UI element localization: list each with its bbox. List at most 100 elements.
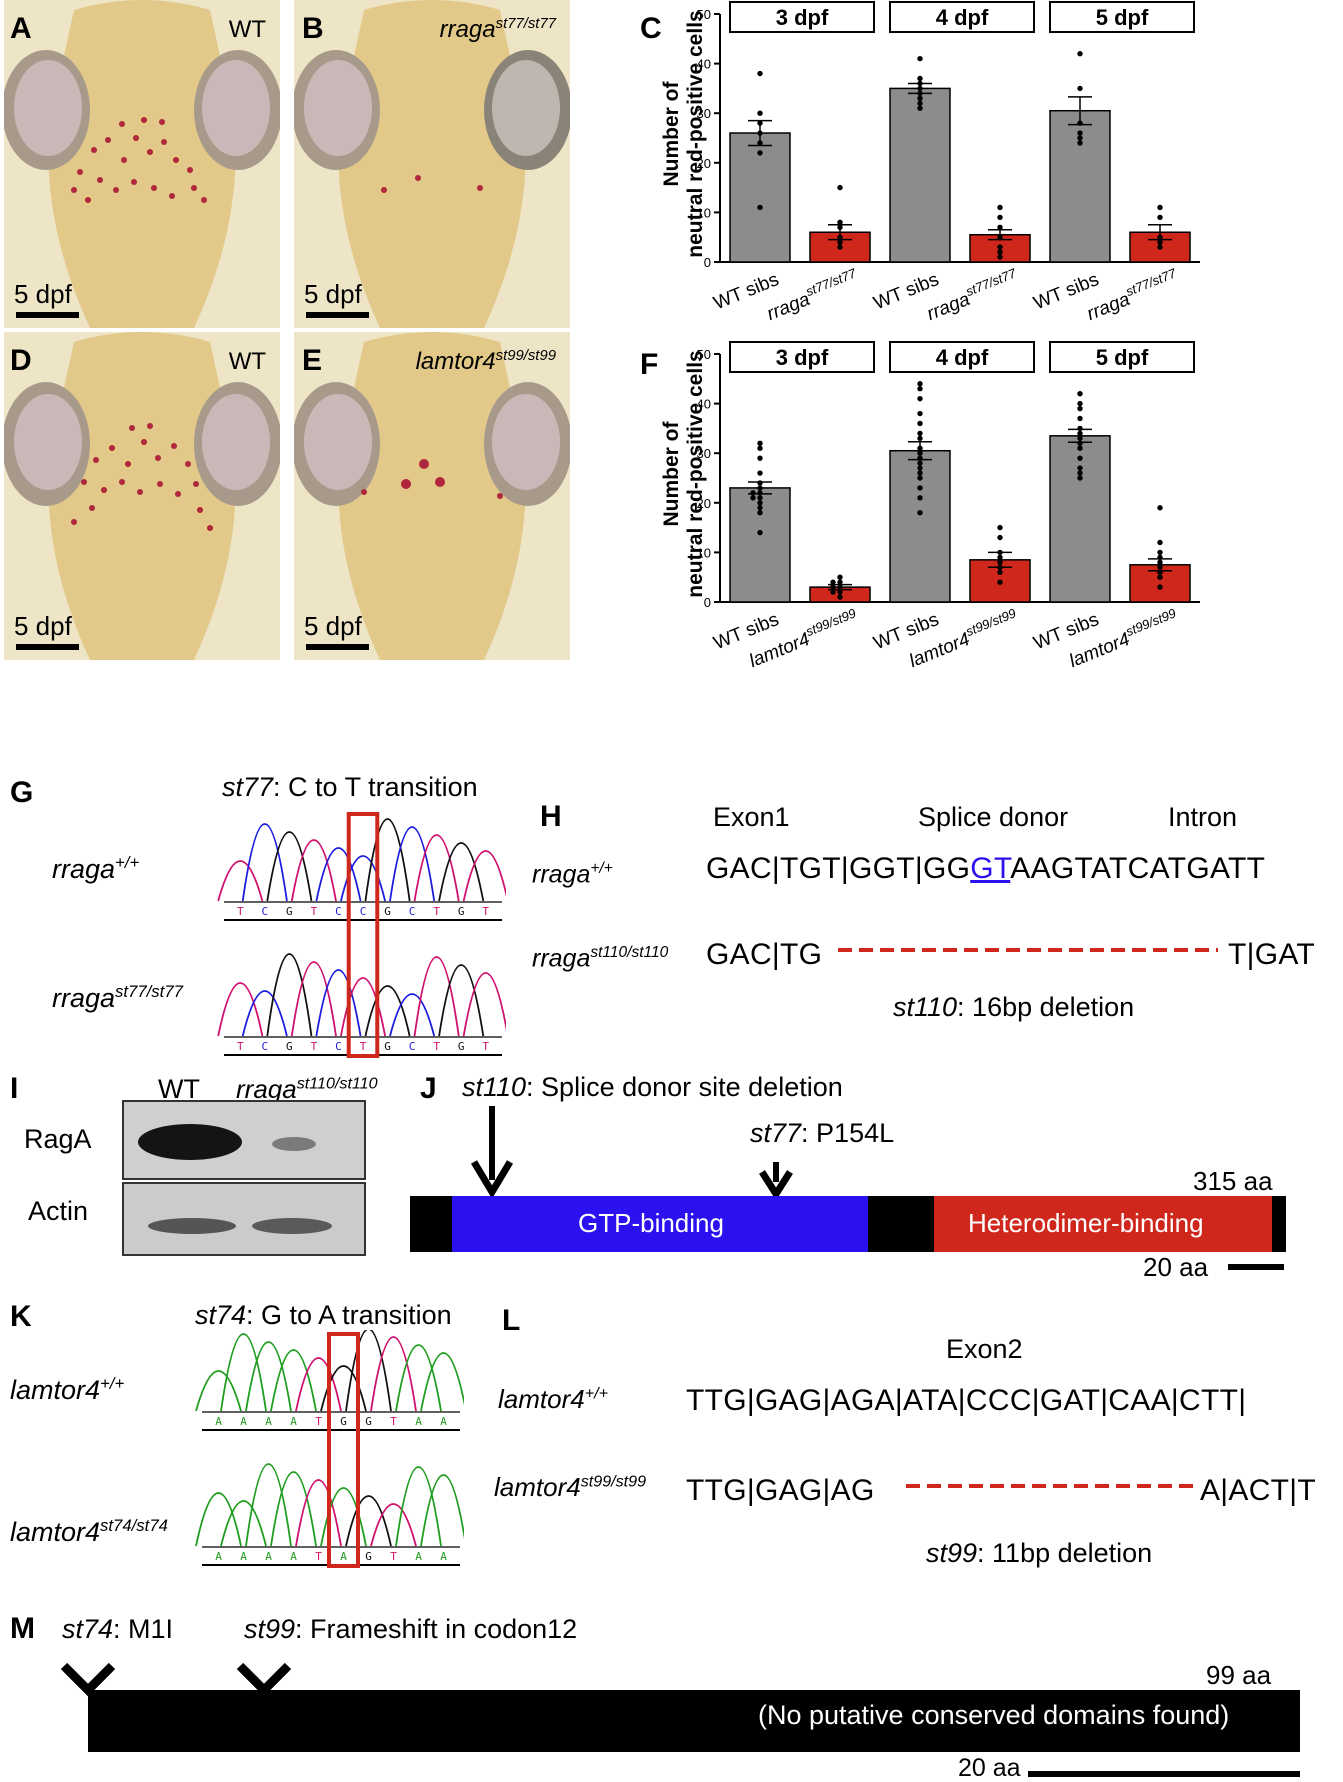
base-call: G — [458, 905, 465, 918]
y-tick-label: 50 — [697, 7, 711, 22]
trace-peak — [370, 1336, 417, 1412]
base-call: A — [265, 1415, 272, 1428]
scale-bar — [16, 644, 79, 650]
trace-peak — [290, 839, 337, 902]
group-header-box — [889, 1, 1035, 33]
western-blot — [122, 1100, 366, 1256]
l-mut-seq-right: A|ACT|T — [1200, 1474, 1317, 1507]
group-header-box — [1049, 341, 1195, 373]
data-point — [837, 589, 843, 595]
data-point — [917, 465, 923, 471]
data-point — [757, 140, 763, 146]
m-annotation-st74: st74: M1I — [62, 1614, 174, 1644]
data-point — [1077, 425, 1083, 432]
trace-peak — [270, 1349, 317, 1412]
base-call: C — [409, 1040, 416, 1053]
l-mut-genotype: lamtor4st99/st99 — [494, 1472, 647, 1502]
base-call: G — [365, 1550, 372, 1563]
data-point — [917, 95, 923, 102]
data-point — [1077, 455, 1083, 461]
base-call: T — [311, 1040, 318, 1053]
k-row2-genotype: lamtor4st74/st74 — [10, 1516, 168, 1547]
j-annotation-st77: st77: P154L — [750, 1118, 895, 1148]
data-point — [757, 480, 763, 486]
base-call: C — [360, 905, 367, 918]
data-point — [837, 594, 843, 600]
data-point — [1077, 415, 1083, 422]
data-point — [1157, 204, 1163, 211]
data-point — [997, 254, 1003, 260]
trace-peak — [389, 993, 436, 1037]
data-point — [997, 249, 1003, 255]
y-tick-label: 30 — [697, 446, 711, 461]
genotype-label: WT — [228, 348, 266, 375]
data-point — [917, 410, 923, 417]
base-call: T — [482, 905, 489, 918]
data-point — [837, 244, 843, 250]
panel-label-i: I — [10, 1072, 19, 1105]
data-point — [1077, 405, 1083, 412]
data-point — [997, 214, 1003, 221]
group-header-box — [729, 341, 875, 373]
base-call: A — [290, 1415, 297, 1428]
y-tick-label: 10 — [697, 205, 711, 220]
data-point — [1077, 50, 1083, 57]
trace-peak — [413, 834, 460, 902]
panel-label-e: E — [302, 344, 323, 377]
base-call: T — [390, 1550, 397, 1563]
base-call: G — [286, 1040, 293, 1053]
trace-peak — [438, 964, 485, 1037]
base-call: C — [262, 905, 269, 918]
trace-peak — [290, 961, 337, 1037]
base-call: A — [415, 1550, 422, 1563]
data-point — [1077, 140, 1083, 146]
m-length-label: 99 aa — [1206, 1660, 1272, 1690]
m-protein-diagram — [60, 1662, 1300, 1777]
genotype-label: lamtor4st99/st99 — [415, 348, 556, 375]
larva-head-illustration — [294, 0, 570, 328]
g-row2-genotype: rragast77/st77 — [52, 982, 183, 1013]
bar — [1049, 435, 1111, 603]
data-point — [997, 549, 1003, 556]
larva-head-illustration — [294, 332, 570, 660]
k-row1-genotype: lamtor4+/+ — [10, 1374, 125, 1405]
data-point — [997, 224, 1003, 230]
group-header-box — [1049, 1, 1195, 33]
y-tick-label: 0 — [704, 255, 711, 270]
data-point — [1077, 85, 1083, 92]
base-call: A — [240, 1550, 247, 1563]
trace-peak — [462, 850, 506, 902]
data-point — [917, 510, 923, 516]
data-point — [830, 579, 836, 585]
base-call: T — [482, 1040, 489, 1053]
gtp-binding-domain — [452, 1196, 868, 1252]
trace-peak — [395, 1344, 442, 1412]
group-header-label: 3 dpf — [776, 5, 829, 30]
j-scale-label: 20 aa — [1143, 1252, 1209, 1282]
data-point — [837, 584, 843, 590]
data-point — [757, 204, 763, 211]
panel-label-h: H — [540, 800, 562, 833]
base-call: C — [335, 905, 342, 918]
base-call: T — [433, 1040, 440, 1053]
data-point — [1157, 559, 1163, 566]
data-point — [1077, 475, 1083, 481]
base-call: T — [433, 905, 440, 918]
panel-label-c: C — [640, 12, 662, 45]
data-point — [917, 55, 923, 62]
data-point — [757, 485, 763, 491]
j-protein-diagram — [410, 1106, 1286, 1270]
data-point — [917, 420, 923, 427]
m-domain-text: (No putative conserved domains found) — [758, 1700, 1230, 1730]
trace-peak — [220, 1333, 267, 1412]
trace-peak — [320, 1487, 367, 1547]
photo-wt-lamtor4: WT 5 dpf — [4, 332, 280, 660]
trace-peak — [389, 826, 436, 902]
heterodimer-binding-domain — [934, 1196, 1272, 1252]
j-length-label: 315 aa — [1193, 1166, 1273, 1196]
data-point — [917, 445, 923, 451]
trace-peak — [245, 1341, 292, 1412]
data-point — [997, 569, 1003, 575]
h-splice-label: Splice donor — [918, 802, 1069, 832]
data-point — [1157, 234, 1163, 240]
